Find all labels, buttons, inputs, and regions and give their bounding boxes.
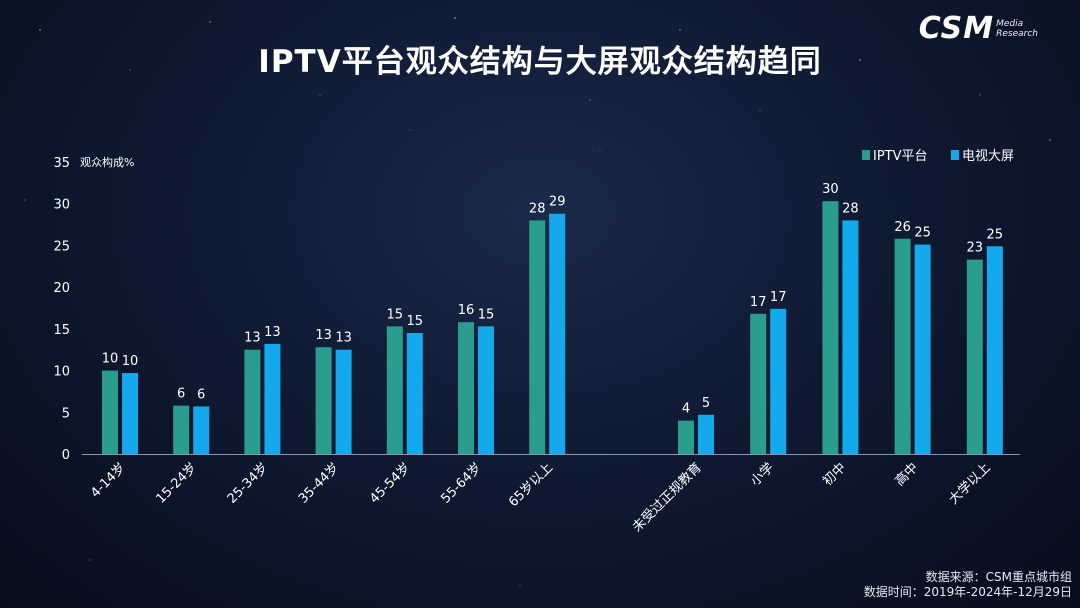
data-label: 15 — [407, 314, 424, 329]
data-label: 10 — [122, 354, 139, 369]
data-label: 25 — [987, 227, 1004, 242]
logo-sub-line2: Research — [996, 29, 1038, 39]
bar-tv — [549, 213, 566, 454]
x-tick-label: 未受过正规教育 — [629, 460, 705, 536]
data-label: 13 — [244, 331, 261, 346]
data-label: 10 — [102, 352, 119, 367]
data-label: 13 — [315, 328, 332, 343]
data-label: 6 — [197, 387, 205, 402]
data-label: 5 — [702, 396, 710, 411]
logo-sub-line1: Media — [996, 19, 1024, 29]
data-label: 6 — [177, 387, 185, 402]
legend-swatch-tv — [951, 150, 959, 160]
y-tick-label: 15 — [53, 323, 70, 338]
page-title: IPTV平台观众结构与大屏观众结构趋同 — [258, 44, 822, 80]
y-axis-label: 观众构成% — [80, 155, 134, 169]
data-label: 15 — [478, 307, 495, 322]
bar-iptv — [244, 349, 261, 454]
data-label: 30 — [822, 182, 839, 197]
data-label: 28 — [529, 201, 546, 216]
bar-iptv — [966, 259, 983, 454]
x-tick-label: 15-24岁 — [154, 460, 201, 507]
y-tick-label: 0 — [62, 448, 70, 463]
bar-tv — [122, 373, 138, 454]
bar-tv — [986, 246, 1003, 454]
data-label: 15 — [387, 307, 404, 322]
y-tick-label: 30 — [53, 198, 70, 213]
data-label: 16 — [458, 303, 475, 318]
bar-iptv — [822, 201, 839, 454]
data-label: 17 — [750, 295, 767, 310]
data-label: 13 — [264, 325, 281, 340]
bar-tv — [264, 343, 281, 454]
bar-tv — [770, 308, 787, 454]
x-tick-label: 大学以上 — [946, 460, 994, 508]
x-tick-label: 4-14岁 — [88, 460, 129, 501]
bar-tv — [406, 333, 423, 454]
data-label: 25 — [914, 226, 931, 241]
y-tick-label: 35 — [53, 156, 70, 171]
bar-tv — [478, 326, 494, 454]
x-tick-label: 55-64岁 — [438, 460, 485, 507]
legend-label-tv: 电视大屏 — [962, 149, 1014, 164]
bar-iptv — [315, 347, 332, 454]
bar-iptv — [529, 220, 546, 454]
bar-iptv — [102, 370, 118, 454]
bar-iptv — [458, 322, 474, 454]
bar-iptv — [678, 420, 694, 454]
bar-tv — [335, 349, 352, 454]
x-tick-label: 25-34岁 — [225, 460, 272, 507]
csm-logo: CSM Media Research — [919, 14, 1038, 44]
data-label: 17 — [770, 290, 787, 305]
legend-swatch-iptv — [862, 150, 870, 160]
x-tick-label: 45-54岁 — [367, 460, 414, 507]
data-period: 数据时间：2019年-2024年-12月29日 — [863, 585, 1072, 599]
y-tick-label: 25 — [53, 239, 70, 254]
bar-iptv — [386, 326, 403, 454]
data-label: 29 — [549, 195, 566, 210]
data-label: 4 — [682, 402, 690, 417]
x-tick-label: 初中 — [820, 460, 849, 489]
bar-tv — [842, 220, 859, 454]
x-tick-label: 高中 — [892, 460, 922, 490]
bar-tv — [914, 244, 931, 454]
data-label: 13 — [335, 331, 352, 346]
x-tick-label: 65岁以上 — [506, 460, 556, 510]
bar-iptv — [894, 238, 911, 454]
y-tick-label: 10 — [53, 365, 70, 380]
y-tick-label: 20 — [53, 281, 70, 296]
legend-label-iptv: IPTV平台 — [873, 149, 928, 164]
data-source: 数据来源：CSM重点城市组 — [925, 570, 1072, 584]
logo-subtext: Media Research — [996, 19, 1038, 39]
bar-iptv — [173, 405, 190, 454]
data-source-note: 数据来源：CSM重点城市组 数据时间：2019年-2024年-12月29日 — [864, 570, 1072, 600]
bar-tv — [193, 406, 210, 454]
data-label: 23 — [967, 241, 984, 256]
y-tick-label: 5 — [62, 406, 70, 421]
data-label: 28 — [842, 201, 859, 216]
x-tick-label: 35-44岁 — [296, 460, 343, 507]
x-tick-label: 小学 — [747, 460, 777, 490]
logo-text: CSM — [918, 11, 995, 46]
bar-iptv — [750, 313, 767, 454]
data-label: 26 — [894, 220, 911, 235]
bar-tv — [698, 414, 714, 454]
